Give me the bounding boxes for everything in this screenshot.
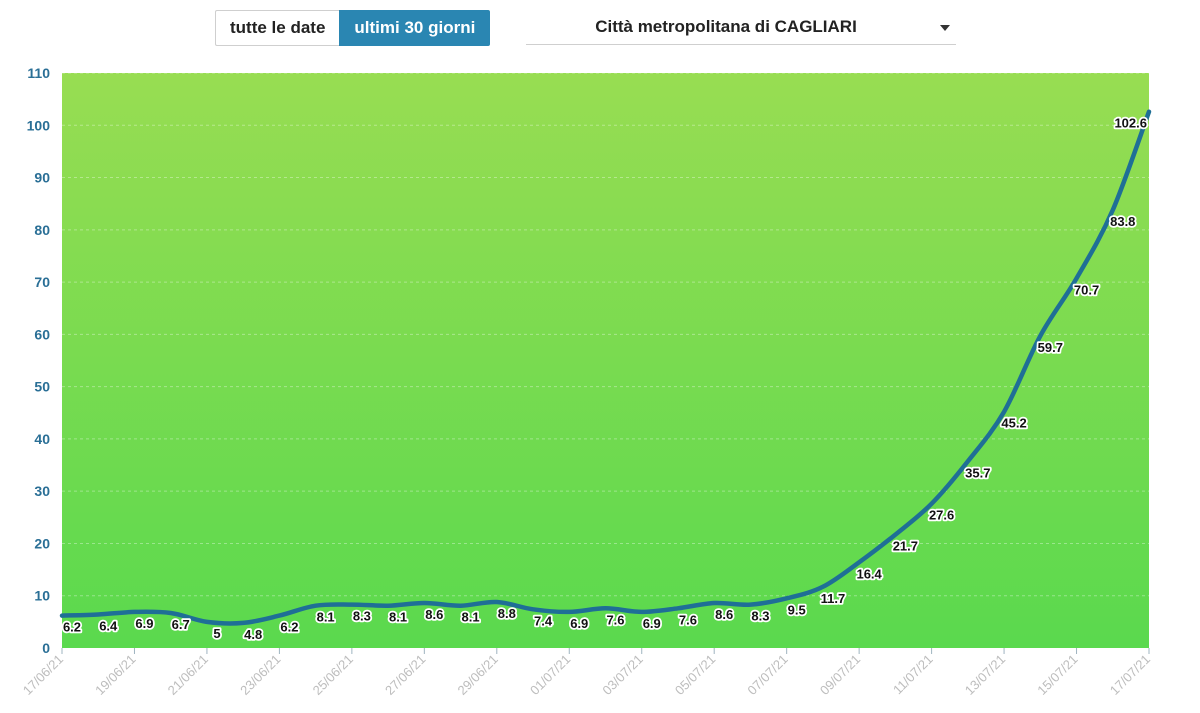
data-label: 6.7 [172,617,190,632]
data-label: 59.7 [1038,340,1063,355]
y-tick-label: 70 [34,274,50,290]
data-label: 21.7 [893,539,918,554]
y-tick-label: 40 [34,431,50,447]
data-label: 11.7 [821,591,846,606]
data-label: 6.2 [63,620,81,635]
data-label: 8.1 [462,610,480,625]
data-label: 6.2 [280,620,298,635]
x-axis: 17/06/21 19/06/21 21/06/21 23/06/21 25/06/21… [20,648,1153,698]
x-tick-label: 05/07/21 [672,652,718,698]
y-tick-label: 60 [34,326,50,342]
x-tick-label: 13/07/21 [962,652,1008,698]
y-tick-label: 100 [27,117,51,133]
data-label: 9.5 [788,602,806,617]
data-label: 4.8 [244,627,262,642]
data-label: 7.6 [606,612,624,627]
all-dates-button[interactable]: tutte le date [215,10,340,46]
date-range-toggle: tutte le date ultimi 30 giorni [215,10,491,46]
data-label: 5 [213,626,220,641]
data-label: 7.4 [534,613,553,628]
data-label: 8.6 [715,607,733,622]
data-labels: 6.2 6.4 6.9 6.7 5 4.8 6.2 8.1 8.3 8.1 8.6 8.1 8.8 7.4… [61,114,1149,644]
data-label: 6.9 [570,616,588,631]
x-tick-label: 25/06/21 [310,652,356,698]
data-label: 8.1 [317,610,335,625]
y-tick-label: 10 [34,588,50,604]
y-tick-label: 30 [34,483,50,499]
x-tick-label: 03/07/21 [599,652,645,698]
x-tick-label: 15/07/21 [1034,652,1080,698]
y-tick-label: 50 [34,379,50,395]
data-label: 8.8 [498,606,516,621]
x-tick-label: 27/06/21 [382,652,428,698]
data-label: 8.6 [425,607,443,622]
caret-down-icon[interactable] [940,25,950,31]
area-select[interactable]: Città metropolitana di CAGLIARI [526,10,956,45]
data-label: 6.4 [99,619,118,634]
data-label: 7.6 [679,612,697,627]
series-line [59,109,1152,626]
data-label: 16.4 [856,566,882,581]
data-label: 8.3 [353,609,371,624]
area-select-value: Città metropolitana di CAGLIARI [595,17,857,36]
y-tick-label: 110 [27,65,50,81]
y-tick-label: 80 [34,222,50,238]
last-30-days-button[interactable]: ultimi 30 giorni [339,10,491,46]
data-label: 8.1 [389,610,407,625]
x-tick-label: 07/07/21 [744,652,790,698]
data-label: 35.7 [965,465,990,480]
x-tick-label: 17/06/21 [20,652,66,698]
data-label: 45.2 [1001,416,1026,431]
x-tick-label: 29/06/21 [455,652,501,698]
x-tick-label: 09/07/21 [817,652,863,698]
y-axis: 0 10 20 30 40 50 60 70 80 90 100 110 [27,65,51,656]
plot-background [62,73,1149,648]
x-tick-label: 21/06/21 [165,652,211,698]
x-tick-label: 23/06/21 [237,652,283,698]
grid-lines [62,72,1149,597]
y-tick-label: 20 [34,535,50,551]
data-label: 6.9 [135,616,153,631]
data-label: 8.3 [751,609,769,624]
data-label: 102.6 [1114,116,1147,131]
data-label: 70.7 [1074,282,1099,297]
x-tick-label: 17/07/21 [1107,652,1153,698]
x-tick-label: 19/06/21 [92,652,138,698]
data-label: 83.8 [1110,214,1135,229]
y-tick-label: 90 [34,170,50,186]
data-label: 6.9 [643,616,661,631]
x-tick-label: 11/07/21 [890,652,936,698]
x-tick-label: 01/07/21 [527,652,573,698]
y-tick-label: 0 [42,640,50,656]
data-label: 27.6 [929,508,954,523]
